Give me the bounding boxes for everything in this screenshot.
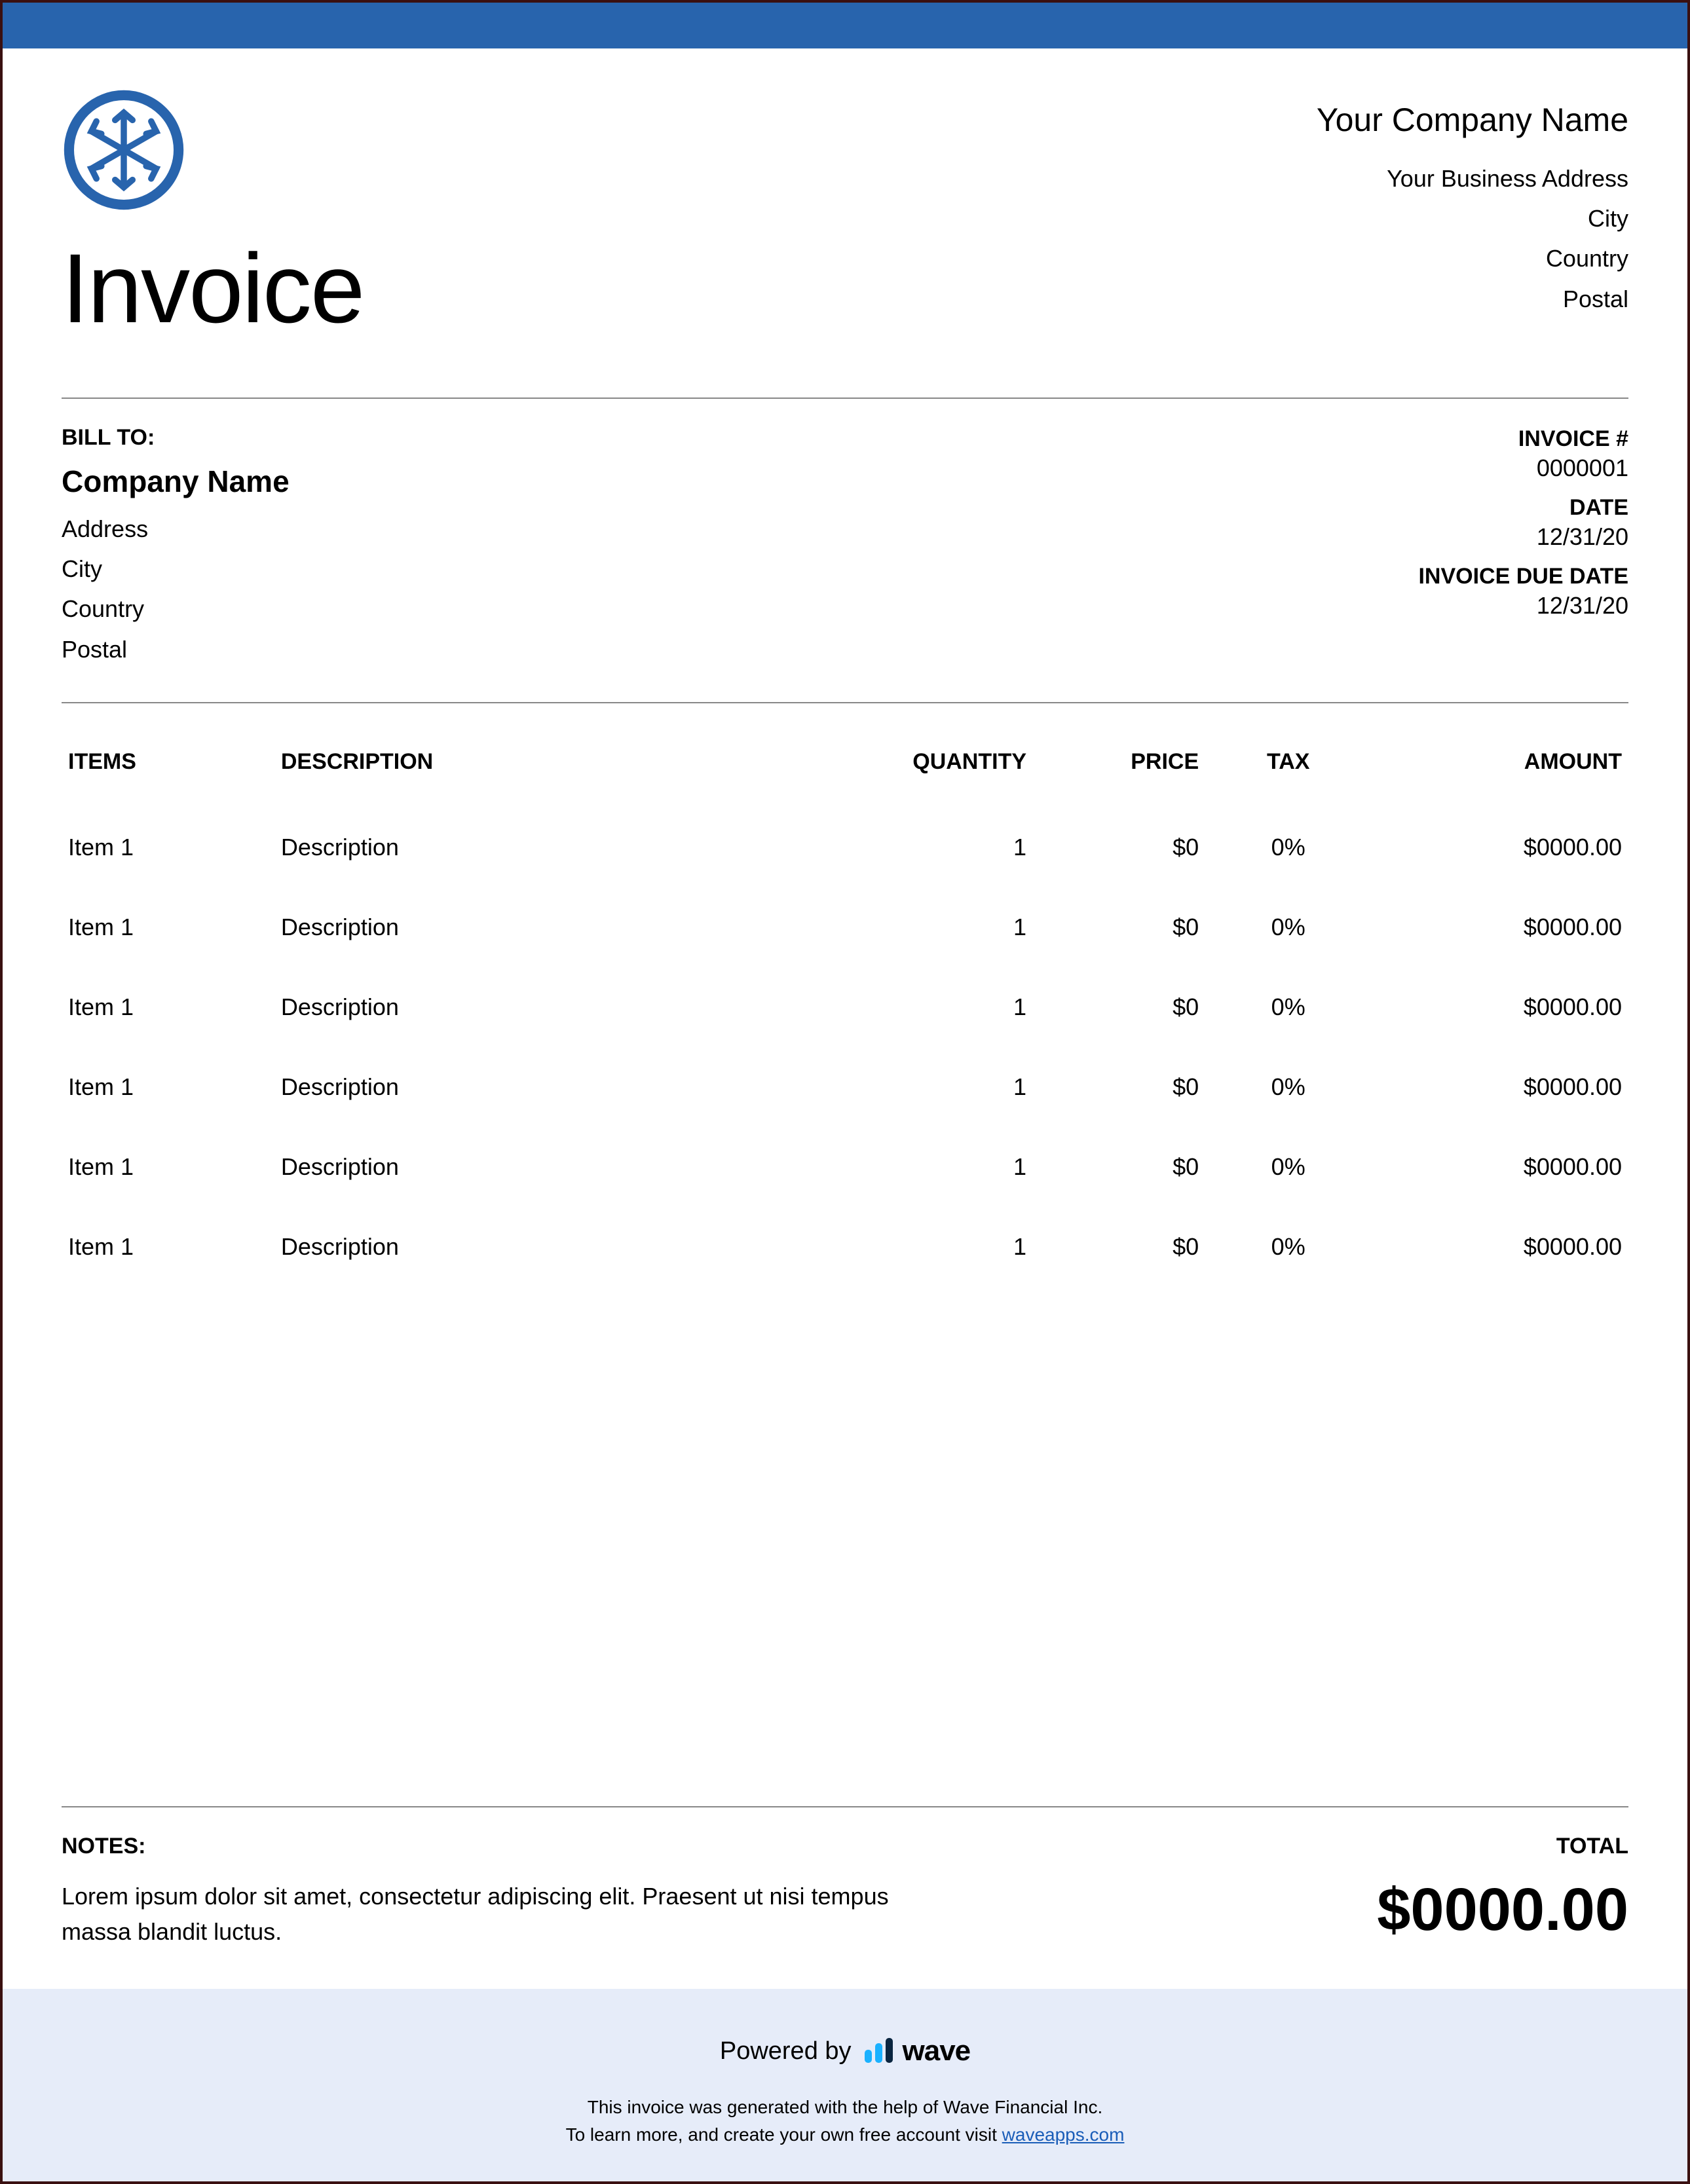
cell-quantity: 1 — [845, 807, 1033, 887]
footer: Powered by wave This invoice was generat… — [3, 1989, 1687, 2181]
header-description: DESCRIPTION — [281, 730, 845, 807]
document-title: Invoice — [62, 232, 364, 345]
cell-description: Description — [281, 807, 845, 887]
cell-tax: 0% — [1205, 1127, 1378, 1207]
total-label: TOTAL — [1377, 1834, 1628, 1859]
footer-link[interactable]: waveapps.com — [1002, 2124, 1125, 2145]
cell-description: Description — [281, 967, 845, 1047]
sender-address: Your Business Address — [1317, 158, 1628, 198]
bill-to-address: Address — [62, 509, 290, 549]
cell-description: Description — [281, 1127, 845, 1207]
snowflake-logo-icon — [62, 88, 186, 212]
table-row: Item 1Description1$00%$0000.00 — [62, 967, 1628, 1047]
cell-item: Item 1 — [62, 1207, 281, 1287]
bill-to-label: BILL TO: — [62, 425, 290, 451]
header-quantity: QUANTITY — [845, 730, 1033, 807]
cell-price: $0 — [1033, 1127, 1205, 1207]
cell-quantity: 1 — [845, 967, 1033, 1047]
total-value: $0000.00 — [1377, 1876, 1628, 1944]
cell-item: Item 1 — [62, 1047, 281, 1127]
cell-amount: $0000.00 — [1378, 1207, 1628, 1287]
sender-postal: Postal — [1317, 279, 1628, 319]
cell-amount: $0000.00 — [1378, 1127, 1628, 1207]
powered-by-row: Powered by wave — [62, 2035, 1628, 2067]
cell-amount: $0000.00 — [1378, 1047, 1628, 1127]
footer-line-1: This invoice was generated with the help… — [62, 2094, 1628, 2121]
cell-price: $0 — [1033, 807, 1205, 887]
cell-description: Description — [281, 1207, 845, 1287]
table-row: Item 1Description1$00%$0000.00 — [62, 1127, 1628, 1207]
table-row: Item 1Description1$00%$0000.00 — [62, 887, 1628, 967]
table-row: Item 1Description1$00%$0000.00 — [62, 1047, 1628, 1127]
header-amount: AMOUNT — [1378, 730, 1628, 807]
items-table: ITEMS DESCRIPTION QUANTITY PRICE TAX AMO… — [62, 730, 1628, 1287]
cell-quantity: 1 — [845, 887, 1033, 967]
content-area: Invoice Your Company Name Your Business … — [3, 48, 1687, 1989]
notes-label: NOTES: — [62, 1834, 924, 1859]
invoice-date-label: DATE — [1418, 495, 1628, 521]
bill-to-company: Company Name — [62, 464, 290, 499]
cell-price: $0 — [1033, 1047, 1205, 1127]
table-row: Item 1Description1$00%$0000.00 — [62, 807, 1628, 887]
cell-tax: 0% — [1205, 1207, 1378, 1287]
cell-price: $0 — [1033, 887, 1205, 967]
bill-to-country: Country — [62, 589, 290, 629]
notes-total-row: NOTES: Lorem ipsum dolor sit amet, conse… — [62, 1807, 1628, 1989]
wave-bars-icon — [863, 2038, 896, 2064]
cell-quantity: 1 — [845, 1047, 1033, 1127]
wave-logo: wave — [863, 2035, 971, 2067]
sender-city: City — [1317, 198, 1628, 238]
cell-tax: 0% — [1205, 887, 1378, 967]
bill-to-postal: Postal — [62, 629, 290, 669]
cell-amount: $0000.00 — [1378, 967, 1628, 1047]
logo-block: Invoice — [62, 88, 364, 345]
cell-item: Item 1 — [62, 887, 281, 967]
cell-item: Item 1 — [62, 1127, 281, 1207]
cell-item: Item 1 — [62, 807, 281, 887]
footer-line-2: To learn more, and create your own free … — [62, 2121, 1628, 2149]
cell-price: $0 — [1033, 967, 1205, 1047]
notes-text: Lorem ipsum dolor sit amet, consectetur … — [62, 1879, 924, 1950]
sender-country: Country — [1317, 238, 1628, 278]
cell-amount: $0000.00 — [1378, 807, 1628, 887]
cell-item: Item 1 — [62, 967, 281, 1047]
bill-to-block: BILL TO: Company Name Address City Count… — [62, 425, 290, 669]
header-tax: TAX — [1205, 730, 1378, 807]
meta-row: BILL TO: Company Name Address City Count… — [62, 399, 1628, 702]
cell-amount: $0000.00 — [1378, 887, 1628, 967]
cell-description: Description — [281, 887, 845, 967]
cell-quantity: 1 — [845, 1207, 1033, 1287]
cell-tax: 0% — [1205, 807, 1378, 887]
items-header-row: ITEMS DESCRIPTION QUANTITY PRICE TAX AMO… — [62, 730, 1628, 807]
top-accent-bar — [3, 3, 1687, 48]
notes-block: NOTES: Lorem ipsum dolor sit amet, conse… — [62, 1834, 924, 1950]
sender-company-block: Your Company Name Your Business Address … — [1317, 88, 1628, 319]
cell-description: Description — [281, 1047, 845, 1127]
footer-line-2-prefix: To learn more, and create your own free … — [566, 2124, 1002, 2145]
cell-quantity: 1 — [845, 1127, 1033, 1207]
bill-to-city: City — [62, 549, 290, 589]
cell-tax: 0% — [1205, 967, 1378, 1047]
divider — [62, 702, 1628, 703]
invoice-meta-block: INVOICE # 0000001 DATE 12/31/20 INVOICE … — [1418, 425, 1628, 669]
invoice-due-value: 12/31/20 — [1418, 592, 1628, 620]
invoice-date-value: 12/31/20 — [1418, 523, 1628, 551]
invoice-due-label: INVOICE DUE DATE — [1418, 564, 1628, 589]
total-block: TOTAL $0000.00 — [1377, 1834, 1628, 1944]
cell-tax: 0% — [1205, 1047, 1378, 1127]
spacer — [62, 1287, 1628, 1806]
header-price: PRICE — [1033, 730, 1205, 807]
invoice-number-label: INVOICE # — [1418, 426, 1628, 452]
table-row: Item 1Description1$00%$0000.00 — [62, 1207, 1628, 1287]
header-items: ITEMS — [62, 730, 281, 807]
invoice-number-value: 0000001 — [1418, 454, 1628, 482]
header-row: Invoice Your Company Name Your Business … — [62, 88, 1628, 345]
sender-company-name: Your Company Name — [1317, 101, 1628, 139]
wave-brand-text: wave — [903, 2035, 971, 2067]
cell-price: $0 — [1033, 1207, 1205, 1287]
powered-by-text: Powered by — [720, 2037, 852, 2065]
invoice-page: Invoice Your Company Name Your Business … — [0, 0, 1690, 2184]
